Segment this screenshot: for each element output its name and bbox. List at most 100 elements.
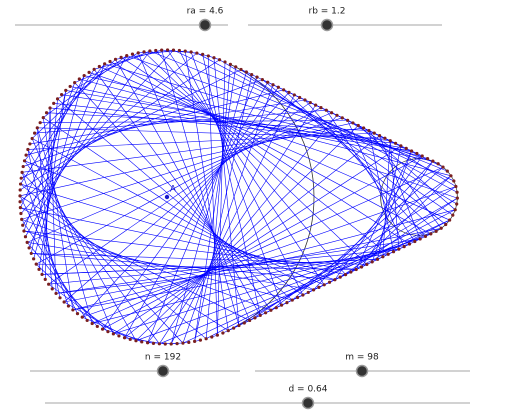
slider-knob[interactable] bbox=[198, 18, 212, 32]
point bbox=[55, 97, 60, 101]
chord bbox=[25, 55, 128, 237]
slider-knob[interactable] bbox=[301, 396, 315, 410]
chord bbox=[21, 69, 242, 179]
chord bbox=[23, 230, 357, 270]
point bbox=[327, 280, 332, 284]
point bbox=[80, 315, 84, 319]
chord bbox=[143, 51, 368, 265]
point bbox=[423, 234, 428, 239]
point bbox=[130, 52, 135, 56]
chord bbox=[358, 125, 456, 210]
chord bbox=[40, 120, 348, 123]
chord bbox=[147, 115, 338, 343]
chord bbox=[21, 219, 88, 321]
chord bbox=[92, 243, 410, 324]
point bbox=[163, 342, 167, 346]
point bbox=[386, 252, 390, 256]
point bbox=[189, 50, 193, 54]
point bbox=[377, 134, 382, 138]
sliders: ra = 4.6 rb = 1.2 n = 192 m = 98 d = 0.64 bbox=[15, 7, 470, 410]
point bbox=[269, 308, 273, 312]
point bbox=[444, 222, 448, 227]
chord bbox=[182, 84, 274, 344]
point bbox=[68, 84, 72, 89]
point bbox=[160, 48, 164, 52]
chord bbox=[194, 74, 252, 342]
chord bbox=[124, 82, 268, 338]
point bbox=[393, 141, 398, 145]
slider-label: d = 0.64 bbox=[288, 385, 327, 395]
point bbox=[77, 77, 81, 81]
point bbox=[34, 262, 38, 266]
slider-knob[interactable] bbox=[320, 18, 334, 32]
point bbox=[338, 275, 342, 279]
chord bbox=[262, 79, 446, 225]
point bbox=[52, 101, 56, 105]
point bbox=[260, 78, 264, 82]
slider-label: rb = 1.2 bbox=[309, 7, 346, 17]
point bbox=[439, 226, 443, 230]
point bbox=[95, 324, 99, 329]
point bbox=[429, 232, 433, 236]
chord bbox=[113, 145, 402, 335]
point bbox=[215, 333, 219, 337]
chord bbox=[377, 145, 402, 260]
point bbox=[409, 149, 414, 153]
point bbox=[217, 58, 222, 62]
chord bbox=[21, 172, 69, 307]
chord bbox=[74, 50, 151, 83]
point bbox=[117, 334, 121, 338]
chord bbox=[23, 230, 293, 301]
chord bbox=[27, 112, 332, 243]
slider-knob[interactable] bbox=[156, 364, 170, 378]
point bbox=[361, 126, 366, 130]
point bbox=[242, 321, 246, 325]
point bbox=[206, 54, 210, 58]
point bbox=[18, 194, 22, 198]
point bbox=[40, 272, 44, 277]
chord bbox=[368, 130, 442, 229]
point bbox=[32, 257, 36, 261]
point bbox=[279, 303, 284, 307]
point bbox=[204, 337, 208, 341]
point bbox=[372, 131, 376, 135]
point bbox=[113, 57, 118, 61]
point bbox=[195, 51, 199, 55]
point bbox=[455, 202, 459, 206]
point bbox=[21, 223, 25, 227]
chord bbox=[120, 57, 410, 245]
point bbox=[388, 139, 392, 143]
slider-knob[interactable] bbox=[355, 364, 369, 378]
chord bbox=[379, 135, 421, 240]
point bbox=[303, 98, 307, 102]
chord bbox=[124, 135, 380, 338]
point bbox=[146, 341, 150, 345]
chord bbox=[36, 127, 53, 289]
point bbox=[367, 128, 371, 133]
chord bbox=[36, 263, 109, 332]
point bbox=[311, 288, 316, 292]
point bbox=[276, 85, 280, 89]
point bbox=[308, 100, 312, 105]
point bbox=[370, 260, 374, 264]
chord bbox=[205, 64, 231, 339]
chord bbox=[57, 98, 293, 301]
chord bbox=[33, 75, 85, 259]
point bbox=[27, 246, 31, 250]
chord bbox=[50, 107, 396, 144]
chord bbox=[72, 248, 399, 311]
point bbox=[82, 73, 86, 78]
point bbox=[128, 337, 132, 341]
chord bbox=[147, 76, 258, 343]
point bbox=[97, 64, 101, 69]
chord bbox=[24, 160, 160, 344]
point bbox=[317, 285, 321, 289]
chord bbox=[361, 160, 434, 268]
point bbox=[413, 239, 417, 244]
chord bbox=[93, 69, 272, 311]
point bbox=[449, 174, 453, 178]
point bbox=[335, 113, 339, 117]
point bbox=[253, 316, 257, 320]
point bbox=[90, 321, 94, 326]
chord bbox=[132, 53, 389, 255]
